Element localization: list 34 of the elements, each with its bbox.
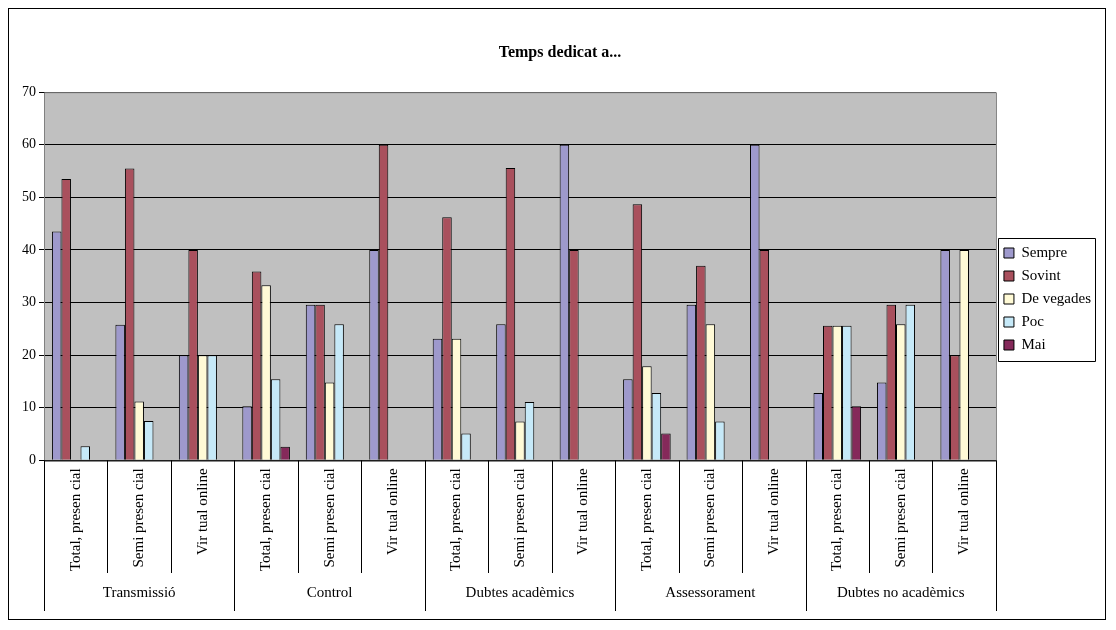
x-tick-label: Total, presen cial [257, 468, 274, 571]
x-tick-label: Vir tual online [383, 468, 400, 555]
text: Dubtes no acadèmics [837, 583, 965, 600]
x-tick-label: Vir tual online [955, 468, 972, 555]
legend-label: Poc [1021, 312, 1045, 329]
text: Assessorament [665, 583, 757, 600]
text: Dubtes acadèmics [465, 583, 575, 600]
legend-label: De vegades [1021, 289, 1092, 306]
legend-label: Sempre [1021, 243, 1068, 260]
x-tick-label: Semi presen cial [320, 468, 337, 568]
x-tick-label: Vir tual online [574, 468, 591, 555]
x-tick-label: Total, presen cial [828, 468, 845, 571]
y-tick-label: 40 [22, 241, 36, 257]
x-tick-label: Total, presen cial [66, 468, 83, 571]
x-tick-label: Vir tual online [764, 468, 781, 555]
y-tick-label: 50 [22, 189, 36, 205]
y-tick-label: 70 [22, 83, 36, 99]
chart-title: Temps dedicat a... [498, 42, 622, 61]
y-tick-label: 10 [22, 399, 36, 415]
y-tick-label: 30 [22, 294, 36, 310]
x-tick-label: Semi presen cial [701, 468, 718, 568]
x-tick-label: Total, presen cial [637, 468, 654, 571]
x-tick-label: Semi presen cial [130, 468, 147, 568]
x-tick-label: Vir tual online [193, 468, 210, 555]
text: Control [306, 583, 353, 600]
legend-label: Mai [1021, 335, 1046, 352]
x-tick-label: Total, presen cial [447, 468, 464, 571]
text: Transmissió [102, 583, 176, 600]
x-tick-label: Semi presen cial [891, 468, 908, 568]
x-tick-label: Semi presen cial [510, 468, 527, 568]
y-tick-label: 60 [22, 136, 36, 152]
y-tick-label: 20 [22, 346, 36, 362]
y-tick-label: 0 [29, 452, 36, 468]
legend-label: Sovint [1021, 266, 1062, 283]
